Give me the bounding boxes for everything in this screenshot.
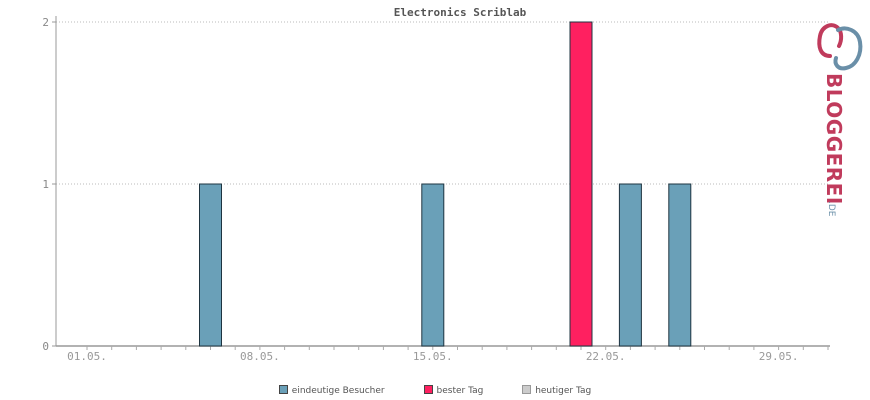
x-tick-label: 01.05. [67,350,107,363]
legend-swatch-best-day [423,385,433,394]
bar-2505 [668,183,692,347]
bar-0605 [199,183,222,347]
y-tick-label: 2 [42,16,49,29]
chart-title: Electronics Scriblab [394,6,527,19]
bar-1505 [421,183,445,347]
x-tick-label: 22.05. [586,350,626,363]
logo-domain-suffix: .DE [826,201,836,217]
tick-labels: 0 1 2 01.05. 08.05. 15.05. 22.05. 29.05. [42,16,798,363]
grid [56,21,830,185]
y-tick-label: 1 [42,178,49,191]
logo-mark-icon [817,23,863,71]
bar-2105 [569,21,593,347]
x-tick-label: 29.05. [759,350,799,363]
bar-2305 [618,183,642,347]
y-tick-label: 0 [42,340,49,353]
legend-item-visitors: eindeutige Besucher [278,385,385,396]
x-tick-label: 15.05. [413,350,453,363]
legend-swatch-today [522,385,532,394]
bars [199,21,692,347]
bloggerei-logo: BLOGGEREI .DE [812,18,870,218]
logo-wordmark: BLOGGEREI [822,73,846,205]
legend: eindeutige Besucher bester Tag heutiger … [0,385,870,396]
legend-label-visitors: eindeutige Besucher [291,386,385,396]
legend-label-best-day: bester Tag [436,386,484,396]
legend-item-today: heutiger Tag [522,385,591,396]
legend-item-best-day: bester Tag [423,385,484,396]
legend-label-today: heutiger Tag [535,386,592,396]
x-tick-label: 08.05. [240,350,280,363]
legend-swatch-visitors [278,385,288,394]
